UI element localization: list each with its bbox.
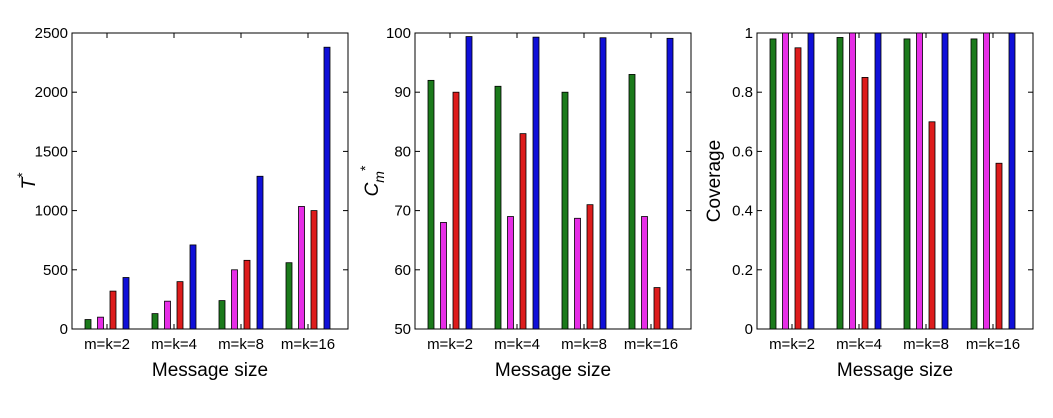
bar-m=k=2-series-1	[84, 319, 92, 330]
bar-m=k=2-series-3	[794, 47, 802, 330]
y-axis-title: Cm*	[357, 165, 387, 196]
y-tick-label: 0.6	[732, 143, 753, 160]
bar-m=k=4-series-4	[874, 32, 882, 330]
bar-m=k=4-series-3	[861, 77, 869, 330]
bar-m=k=16-series-2	[983, 32, 990, 330]
bar-m=k=8-series-4	[941, 32, 949, 330]
y-tick-label: 50	[394, 321, 411, 338]
bar-m=k=2-series-4	[122, 277, 130, 330]
bar-m=k=8-series-1	[561, 91, 569, 330]
y-tick-label: 1000	[35, 203, 68, 220]
bar-m=k=8-series-1	[903, 38, 911, 330]
x-tick-label: m=k=2	[427, 336, 473, 353]
bar-m=k=2-series-1	[769, 38, 777, 330]
bar-m=k=8-series-3	[243, 259, 251, 330]
bar-m=k=2-series-2	[97, 316, 104, 330]
y-tick-label: 500	[43, 262, 68, 279]
bar-m=k=4-series-4	[532, 36, 540, 330]
bar-m=k=4-series-4	[189, 244, 197, 330]
bar-m=k=16-series-4	[323, 46, 331, 330]
bar-m=k=8-series-2	[574, 217, 581, 330]
x-tick-label: m=k=8	[218, 336, 264, 353]
y-tick-label: 60	[394, 262, 411, 279]
bar-m=k=2-series-2	[440, 222, 447, 330]
y-tick-label: 70	[394, 203, 411, 220]
x-tick-label: m=k=2	[84, 336, 130, 353]
bar-m=k=8-series-3	[928, 121, 936, 330]
bar-m=k=8-series-2	[916, 32, 923, 330]
y-tick-label: 0	[745, 321, 753, 338]
bar-m=k=4-series-2	[849, 32, 856, 330]
bar-m=k=4-series-2	[507, 216, 514, 330]
x-tick-label: m=k=16	[624, 336, 678, 353]
bar-m=k=8-series-3	[586, 204, 594, 330]
y-tick-label: 0.4	[732, 203, 753, 220]
chart-panel-2: 50 60 70 80 90 100 m=k=2 m=k=4 m=k=8 m=k=16 Messag…	[357, 25, 692, 381]
x-tick-label: m=k=16	[966, 336, 1020, 353]
x-tick-label: m=k=4	[494, 336, 540, 353]
chart-panel-3: 0 0.2 0.4 0.6 0.8 1 m=k=2 m=k=4 m=k=8 m=k=16 Messa…	[704, 25, 1034, 381]
bar-m=k=16-series-2	[641, 216, 648, 330]
y-tick-label: 1500	[35, 143, 68, 160]
bar-m=k=16-series-1	[628, 74, 636, 330]
x-axis-title: Message size	[495, 360, 611, 381]
bar-m=k=16-series-4	[666, 37, 674, 330]
bar-m=k=2-series-4	[465, 36, 473, 330]
x-tick-label: m=k=4	[836, 336, 882, 353]
bar-m=k=16-series-4	[1008, 32, 1016, 330]
y-axis-title: T*	[14, 172, 40, 190]
x-tick-label: m=k=8	[903, 336, 949, 353]
y-tick-label: 80	[394, 143, 411, 160]
bar-m=k=16-series-3	[310, 210, 318, 330]
bar-m=k=16-series-3	[995, 162, 1003, 330]
bar-m=k=2-series-4	[807, 32, 815, 330]
plot-frame	[756, 32, 1034, 330]
chart-panel-1: 0 500 1000 1500 2000 2500 m=k=2 m=k=4 m=k=8 m=k=1…	[14, 25, 349, 381]
y-tick-label: 0	[60, 321, 68, 338]
bar-m=k=16-series-2	[298, 206, 305, 330]
bar-m=k=8-series-4	[256, 175, 264, 330]
bar-m=k=4-series-1	[836, 37, 844, 330]
bar-m=k=4-series-3	[176, 281, 184, 330]
x-tick-label: m=k=16	[281, 336, 335, 353]
y-tick-label: 1	[745, 25, 753, 42]
x-tick-label: m=k=8	[561, 336, 607, 353]
bar-m=k=4-series-1	[151, 313, 159, 330]
x-tick-label: m=k=2	[769, 336, 815, 353]
y-tick-label: 0.2	[732, 262, 753, 279]
y-tick-label: 90	[394, 84, 411, 101]
bar-m=k=2-series-1	[427, 79, 435, 330]
y-tick-label: 0.8	[732, 84, 753, 101]
bar-m=k=2-series-3	[109, 290, 117, 330]
y-tick-label: 100	[386, 25, 411, 42]
bar-m=k=16-series-3	[653, 287, 661, 330]
y-tick-label: 2000	[35, 84, 68, 101]
plot-frame	[71, 32, 349, 330]
y-tick-label: 2500	[35, 25, 68, 42]
bar-m=k=16-series-1	[970, 38, 978, 330]
x-axis-title: Message size	[837, 360, 953, 381]
bar-m=k=8-series-1	[218, 300, 226, 330]
y-axis-title: Coverage	[704, 140, 725, 222]
bar-m=k=4-series-3	[519, 133, 527, 330]
bar-m=k=8-series-4	[599, 37, 607, 330]
bar-m=k=2-series-3	[452, 91, 460, 330]
plot-frame	[414, 32, 692, 330]
bar-m=k=8-series-2	[231, 269, 238, 330]
bar-m=k=16-series-1	[285, 262, 293, 330]
bar-m=k=4-series-1	[494, 85, 502, 330]
bar-m=k=4-series-2	[164, 300, 171, 330]
bar-m=k=2-series-2	[782, 32, 789, 330]
x-tick-label: m=k=4	[151, 336, 197, 353]
x-axis-title: Message size	[152, 360, 268, 381]
